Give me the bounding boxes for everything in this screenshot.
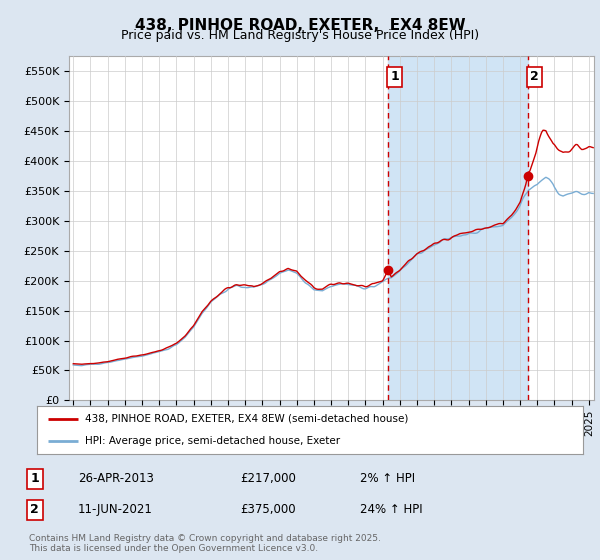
Text: £217,000: £217,000 — [240, 472, 296, 486]
Text: HPI: Average price, semi-detached house, Exeter: HPI: Average price, semi-detached house,… — [85, 436, 340, 446]
Text: Contains HM Land Registry data © Crown copyright and database right 2025.
This d: Contains HM Land Registry data © Crown c… — [29, 534, 380, 553]
Text: 11-JUN-2021: 11-JUN-2021 — [78, 503, 153, 516]
Text: 26-APR-2013: 26-APR-2013 — [78, 472, 154, 486]
Text: 438, PINHOE ROAD, EXETER, EX4 8EW (semi-detached house): 438, PINHOE ROAD, EXETER, EX4 8EW (semi-… — [85, 414, 409, 424]
Text: 1: 1 — [391, 71, 400, 83]
Text: 2: 2 — [530, 71, 539, 83]
Text: Price paid vs. HM Land Registry's House Price Index (HPI): Price paid vs. HM Land Registry's House … — [121, 29, 479, 42]
Bar — [388, 56, 528, 400]
Text: £375,000: £375,000 — [240, 503, 296, 516]
Text: 438, PINHOE ROAD, EXETER,  EX4 8EW: 438, PINHOE ROAD, EXETER, EX4 8EW — [134, 18, 466, 33]
Text: 2: 2 — [31, 503, 39, 516]
Text: 2% ↑ HPI: 2% ↑ HPI — [360, 472, 415, 486]
Text: 1: 1 — [31, 472, 39, 486]
Text: 24% ↑ HPI: 24% ↑ HPI — [360, 503, 422, 516]
